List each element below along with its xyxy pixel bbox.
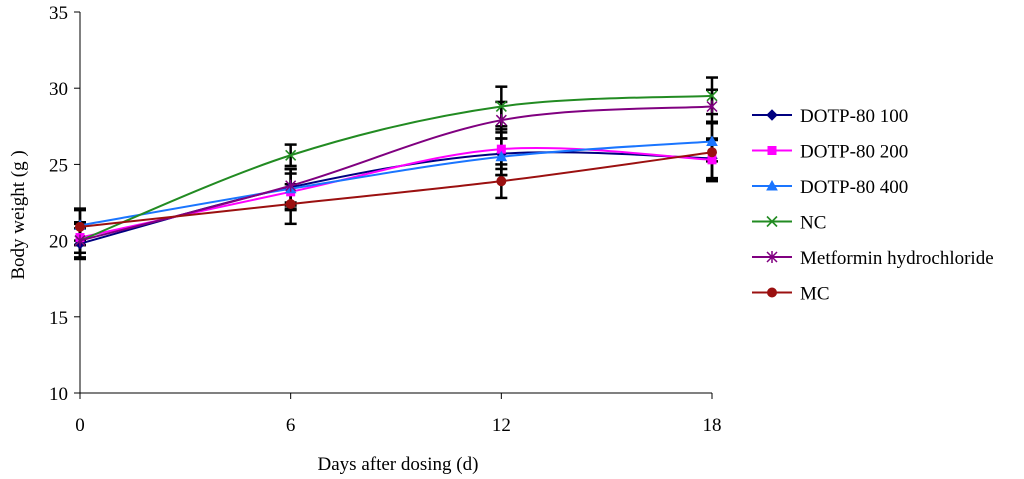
legend-item: MC [752,284,830,305]
data-point [74,234,86,247]
legend-marker [767,287,777,298]
legend-marker [766,109,778,121]
legend-item: DOTP-80 100 [752,106,908,127]
x-tick-label: 6 [286,415,296,436]
x-axis-label: Days after dosing (d) [318,454,479,475]
y-tick-label: 25 [49,155,68,176]
y-tick-label: 30 [49,79,68,100]
legend-label: DOTP-80 200 [800,142,908,163]
series-metformin-hydrochloride [74,100,718,247]
legend-marker [766,215,778,228]
data-point [706,135,718,147]
error-bars [74,76,718,261]
series-line [79,151,713,228]
legend-marker [766,179,778,191]
x-tick-label: 12 [492,415,511,436]
data-point [706,100,718,113]
series-layer [74,76,718,261]
data-point [285,199,296,210]
x-tick-label: 18 [703,415,722,436]
legend-item: NC [752,213,826,234]
y-axis-label: Body weight (g ) [8,150,29,279]
series-mc [75,147,717,232]
data-point [495,114,507,127]
data-point [496,176,507,187]
legend-label: Metformin hydrochloride [800,248,994,269]
legend-marker [767,146,777,155]
legend-item: DOTP-80 200 [752,142,908,163]
data-point [706,90,718,102]
y-tick-label: 15 [49,308,68,329]
data-point [495,150,508,162]
data-point [285,149,297,161]
axes: 10 15 20 25 30 35 0 6 12 18 [49,3,722,436]
series-nc [74,90,718,247]
data-point [75,221,85,232]
legend-label: MC [800,284,830,305]
series-dotp-80-100 [74,148,718,250]
y-tick-label: 20 [49,232,68,253]
series-line [79,140,713,227]
x-tick-label: 0 [75,415,85,436]
data-point [285,179,297,192]
legend-label: DOTP-80 100 [800,106,908,127]
data-point [495,100,507,113]
data-point [707,147,717,158]
legend-label: DOTP-80 400 [800,177,908,198]
legend-item: Metformin hydrochloride [752,248,994,269]
series-line [79,94,713,242]
y-tick-label: 35 [49,3,68,24]
y-tick-label: 10 [49,384,68,405]
legend-item: DOTP-80 400 [752,177,908,198]
legend: DOTP-80 100 DOTP-80 200 DOTP-80 400 NC Metfo… [752,106,994,305]
legend-label: NC [800,213,826,234]
legend-marker [766,251,778,263]
